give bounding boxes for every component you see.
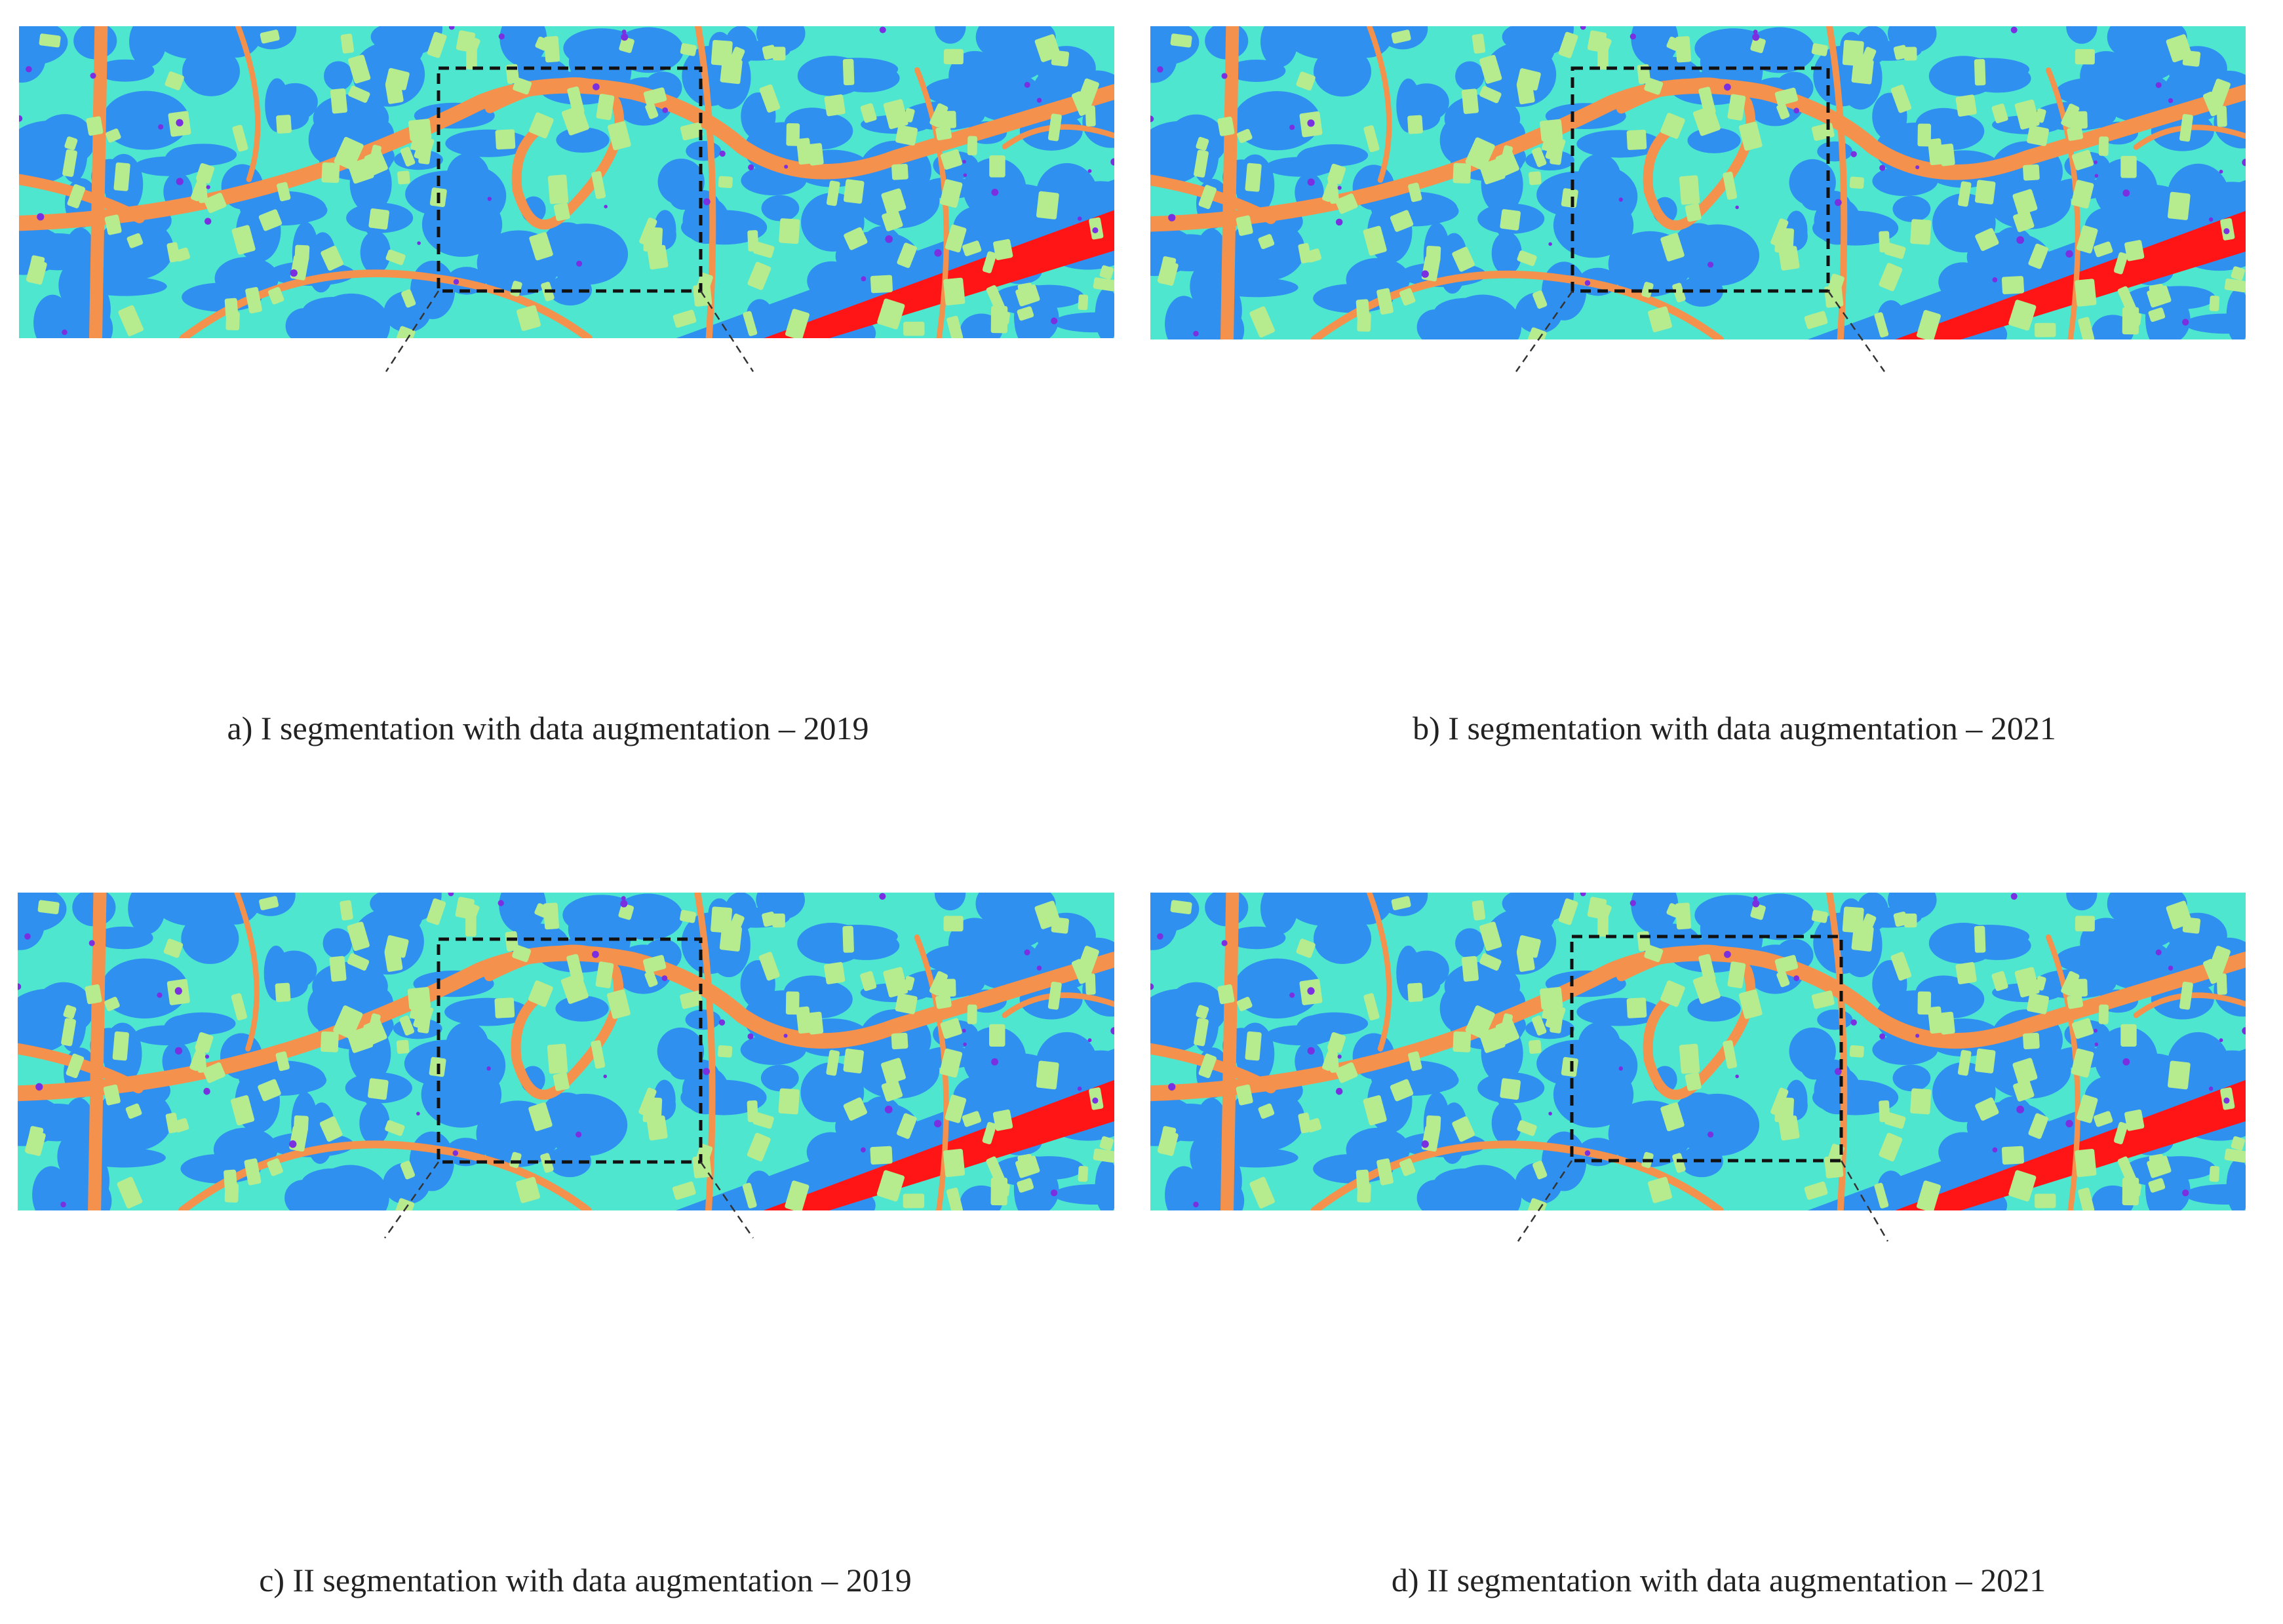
connector: [385, 290, 440, 372]
caption: a) I segmentation with data augmentation…: [227, 710, 869, 746]
zoom-box: [1571, 66, 1830, 293]
zoom-box: [1570, 935, 1843, 1163]
connector: [1515, 290, 1574, 372]
connector: [1827, 290, 1886, 372]
zoom-box: [437, 66, 703, 293]
panel-b: b) I segmentation with data augmentation…: [913, 0, 2271, 746]
panel-c: c) II segmentation with data augmentatio…: [0, 862, 1140, 1598]
connector: [1840, 1160, 1889, 1242]
caption: d) II segmentation with data augmentatio…: [1392, 1562, 2046, 1598]
panel-a: a) I segmentation with data augmentation…: [0, 0, 1140, 746]
connector: [1517, 1160, 1573, 1242]
connector: [699, 290, 754, 372]
segmentation-map: [1113, 0, 2271, 358]
connector: [699, 1161, 754, 1239]
connector: [383, 1161, 440, 1239]
zoom-box: [437, 937, 703, 1164]
caption: b) I segmentation with data augmentation…: [1413, 710, 2056, 746]
segmentation-map: [1113, 862, 2271, 1229]
caption: c) II segmentation with data augmentatio…: [259, 1562, 912, 1598]
panel-d: d) II segmentation with data augmentatio…: [913, 862, 2271, 1598]
segmentation-map: [0, 0, 1140, 357]
segmentation-map: [0, 862, 1140, 1229]
